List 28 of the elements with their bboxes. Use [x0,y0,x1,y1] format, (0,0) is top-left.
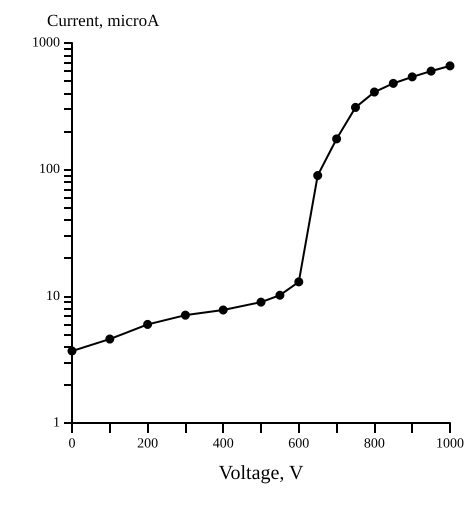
y-tick-label: 1000 [32,36,60,50]
y-axis-title: Current, microA [47,11,160,30]
point [351,102,360,112]
point [446,61,454,70]
point [218,306,228,314]
x-tick-label: 800 [364,436,385,452]
y-tick-label: 100 [39,162,60,178]
point [105,334,114,344]
point [180,310,190,320]
x-tick-label: 200 [137,436,158,452]
y-tick-label: 1 [53,416,60,430]
x-tick-label: 400 [212,436,234,452]
x-tick-label: 1000 [436,436,464,452]
point [426,66,436,76]
point [332,134,342,144]
point [370,88,379,97]
point [68,346,76,356]
x-axis-title: Voltage, V [218,462,304,484]
point [294,277,304,286]
point [256,298,266,307]
y-tick-label: 10 [46,288,60,304]
x-tick-label: 0 [68,436,76,452]
x-tick-label: 600 [288,436,310,452]
point [275,290,284,300]
point [143,320,152,329]
point [408,72,417,82]
point [388,78,398,88]
point [313,170,322,180]
